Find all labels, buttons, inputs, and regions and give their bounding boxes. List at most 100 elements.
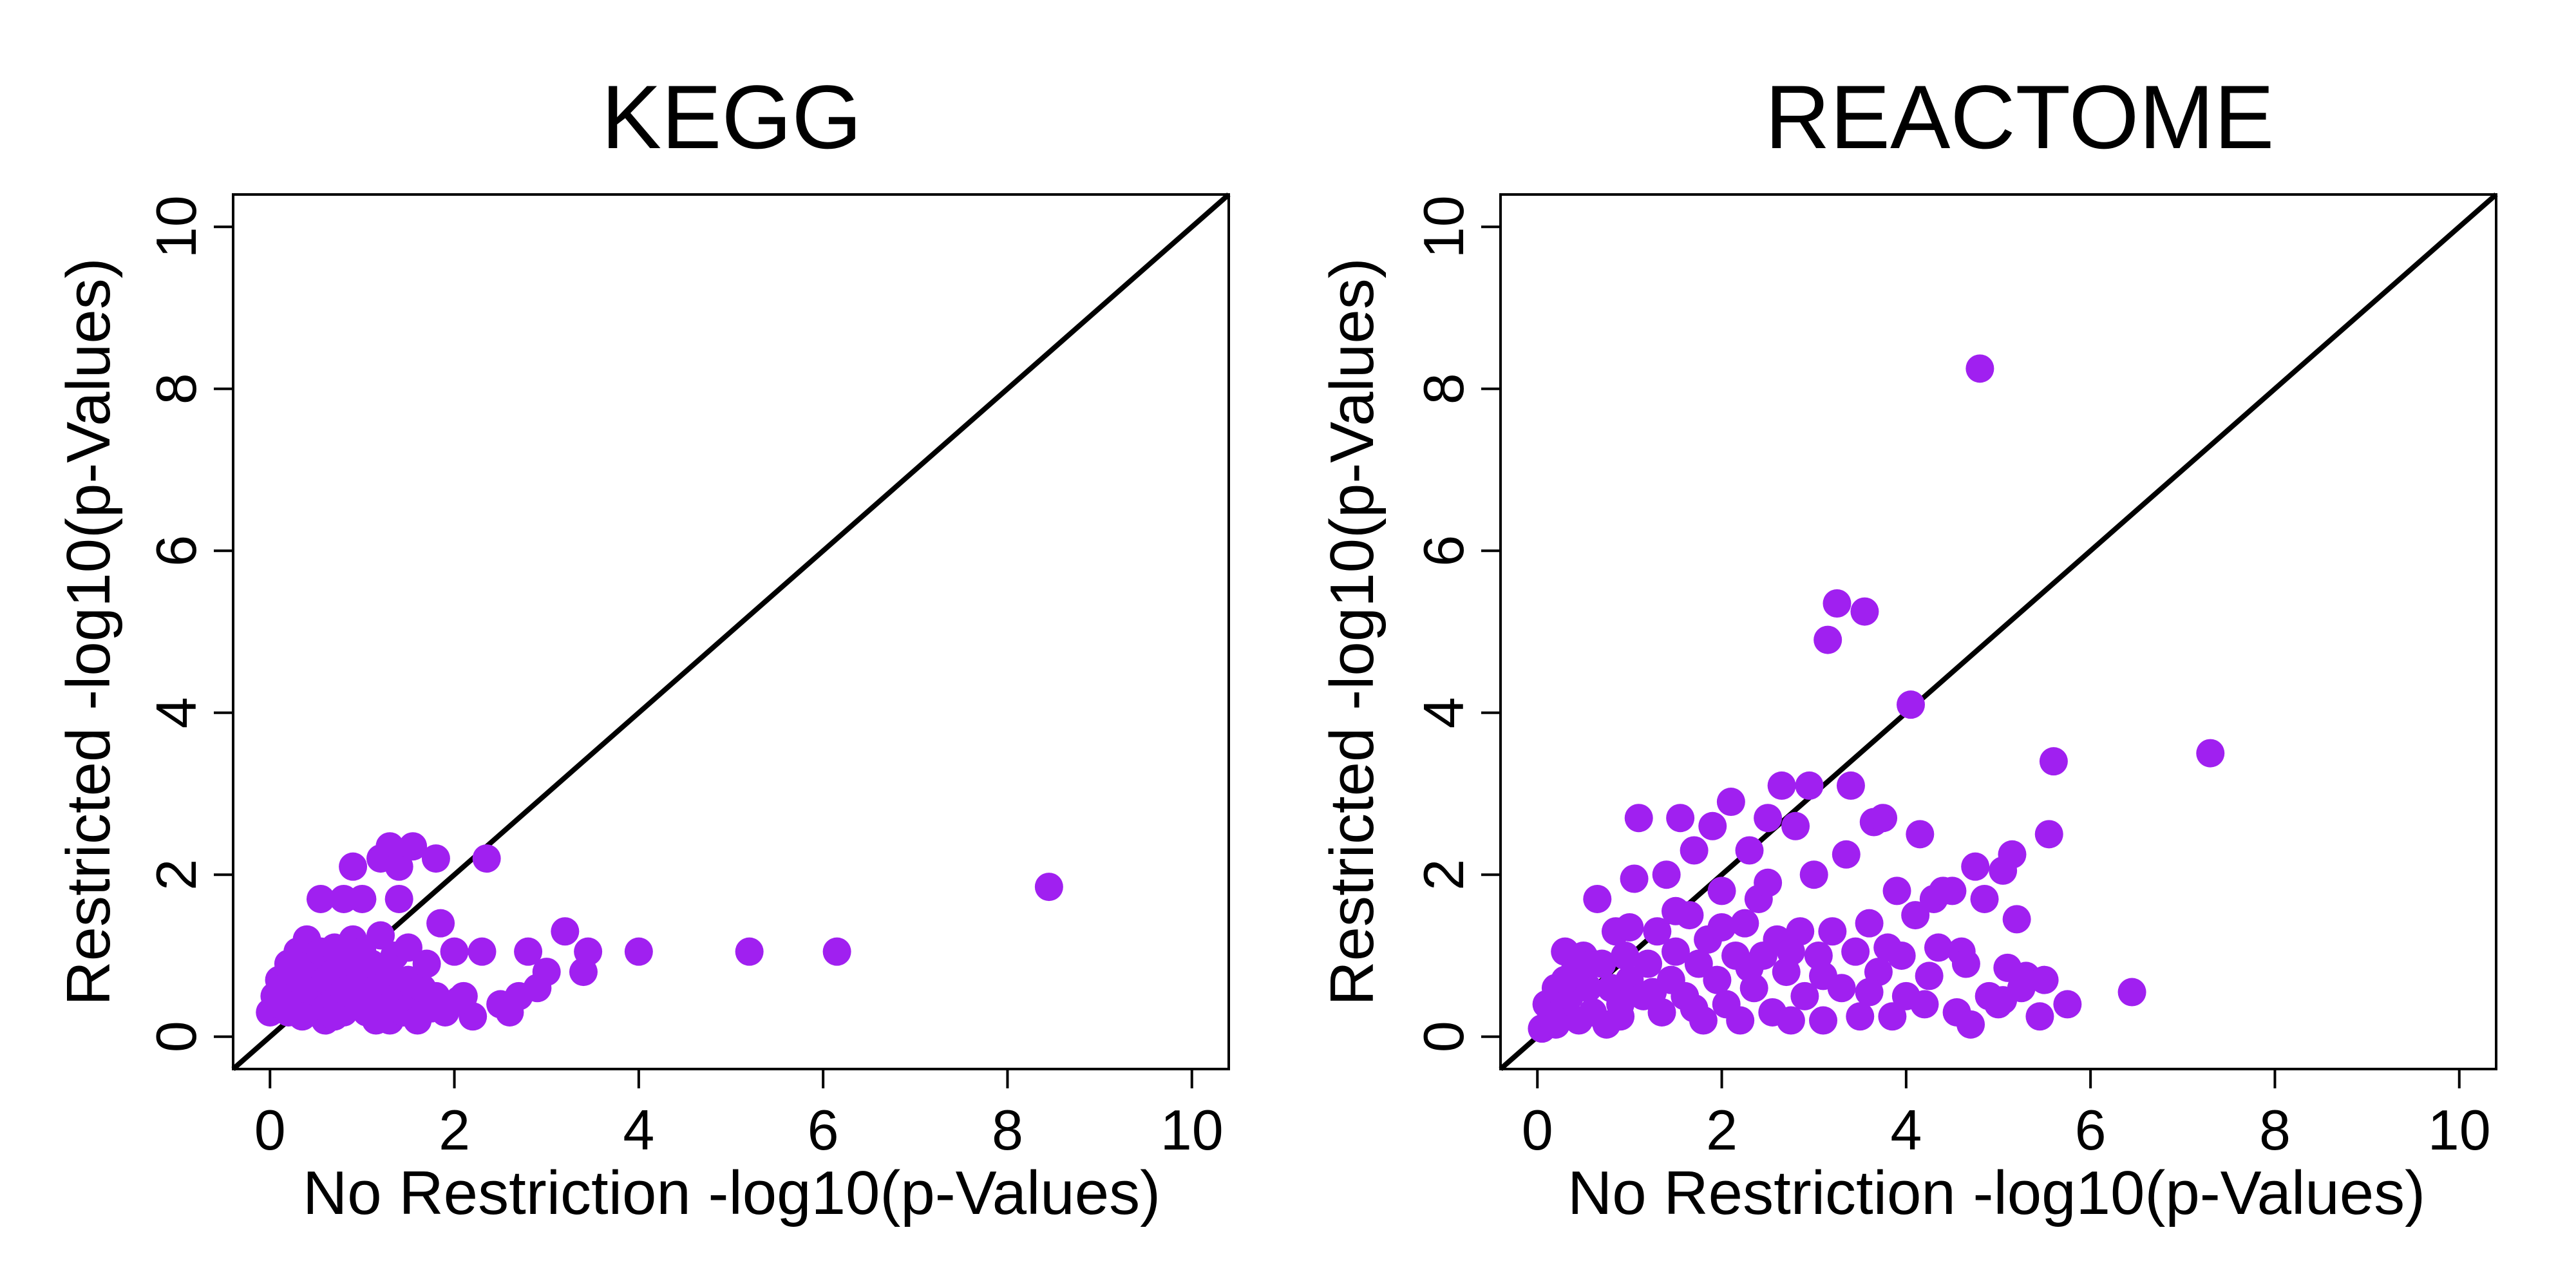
- data-point: [279, 958, 308, 987]
- data-point: [1799, 860, 1828, 889]
- data-point: [1034, 873, 1063, 902]
- data-point: [2039, 747, 2068, 776]
- y-tick-label: 8: [1412, 373, 1475, 404]
- data-point: [1897, 690, 1926, 719]
- x-tick-label: 6: [808, 1098, 839, 1162]
- kegg-panel: KEGG No Restriction -log10(p-Values) Res…: [54, 66, 1231, 1227]
- data-point: [1776, 937, 1805, 966]
- data-point: [1698, 811, 1727, 840]
- data-point: [384, 852, 413, 881]
- reference-line-layer: [231, 192, 1231, 1072]
- data-point: [1624, 804, 1653, 833]
- y-tick-label: 10: [1412, 195, 1475, 258]
- data-point: [371, 994, 400, 1023]
- data-point: [1841, 937, 1870, 966]
- data-point: [1735, 953, 1764, 982]
- x-tick-label: 0: [254, 1098, 286, 1162]
- data-point: [1878, 1002, 1907, 1031]
- data-point: [1814, 625, 1842, 654]
- data-point: [1638, 978, 1667, 1007]
- data-point: [1578, 949, 1607, 978]
- data-point: [1684, 949, 1713, 978]
- x-tick-label: 6: [2075, 1098, 2107, 1162]
- data-point: [1846, 1002, 1875, 1031]
- data-point: [399, 832, 428, 861]
- data-point: [1661, 896, 1690, 925]
- data-point: [1882, 876, 1911, 905]
- data-point: [1970, 884, 1999, 913]
- data-point: [348, 884, 377, 913]
- data-point: [2002, 905, 2031, 934]
- data-point: [1910, 990, 1939, 1019]
- data-point: [339, 852, 368, 881]
- data-point: [1781, 811, 1810, 840]
- data-point: [1707, 913, 1736, 942]
- data-point: [1754, 868, 1783, 897]
- data-point: [1836, 771, 1865, 800]
- y-tick-label: 4: [144, 697, 208, 728]
- data-point: [1643, 917, 1672, 946]
- data-point: [472, 844, 501, 873]
- points-layer: [256, 832, 1063, 1035]
- data-point: [2034, 820, 2063, 849]
- identity-reference-line: [231, 192, 1231, 1072]
- data-point: [1634, 949, 1663, 978]
- data-point: [1661, 937, 1690, 966]
- y-tick-label: 6: [1412, 535, 1475, 567]
- data-point: [444, 986, 473, 1015]
- y-axis-label: Restricted -log10(p-Values): [54, 258, 123, 1005]
- plot-frame: [1499, 193, 2497, 1070]
- x-tick-label: 4: [623, 1098, 654, 1162]
- x-axis-label: No Restriction -log10(p-Values): [1567, 1159, 2425, 1227]
- data-point: [1965, 354, 1994, 383]
- data-point: [1703, 965, 1732, 994]
- data-point: [2025, 1002, 2054, 1031]
- data-point: [1823, 589, 1852, 618]
- data-point: [1795, 771, 1824, 800]
- data-point: [551, 917, 580, 946]
- data-point: [426, 909, 455, 938]
- data-point: [320, 1002, 349, 1031]
- data-point: [1735, 836, 1764, 865]
- x-tick-label: 0: [1522, 1098, 1553, 1162]
- data-point: [1869, 804, 1898, 833]
- data-point: [1951, 949, 1980, 978]
- data-point: [1818, 917, 1847, 946]
- data-point: [1809, 961, 1838, 990]
- data-point: [1767, 771, 1796, 800]
- data-point: [2030, 965, 2059, 994]
- x-tick-label: 4: [1890, 1098, 1922, 1162]
- data-point: [1887, 941, 1916, 970]
- data-point: [412, 949, 441, 978]
- data-point: [1652, 860, 1681, 889]
- y-tick-label: 2: [1412, 859, 1475, 891]
- data-point: [514, 937, 543, 966]
- data-point: [2117, 978, 2146, 1007]
- data-point: [1615, 913, 1644, 942]
- data-point: [1924, 933, 1953, 962]
- data-point: [1730, 909, 1759, 938]
- data-point: [1726, 1006, 1755, 1035]
- x-axis-label: No Restriction -log10(p-Values): [303, 1159, 1160, 1227]
- data-point: [440, 937, 469, 966]
- data-point: [1961, 852, 1990, 881]
- data-point: [1716, 788, 1745, 817]
- data-point: [1855, 909, 1884, 938]
- data-point: [1680, 994, 1709, 1023]
- data-point: [1776, 1006, 1805, 1035]
- x-tick-label: 10: [2428, 1098, 2491, 1162]
- data-point: [1901, 901, 1930, 930]
- data-point: [2196, 739, 2225, 768]
- tick-layer: 0 2 4 6 8 10 0 2 4 6 8 10: [144, 195, 1224, 1162]
- data-point: [1541, 1010, 1570, 1039]
- data-point: [1832, 840, 1861, 869]
- data-point: [735, 937, 764, 966]
- data-point: [2053, 990, 2082, 1019]
- points-layer: [1528, 354, 2225, 1043]
- data-point: [1620, 864, 1649, 893]
- data-point: [532, 958, 561, 987]
- y-axis-label: Restricted -log10(p-Values): [1318, 258, 1387, 1005]
- y-tick-label: 6: [144, 535, 208, 567]
